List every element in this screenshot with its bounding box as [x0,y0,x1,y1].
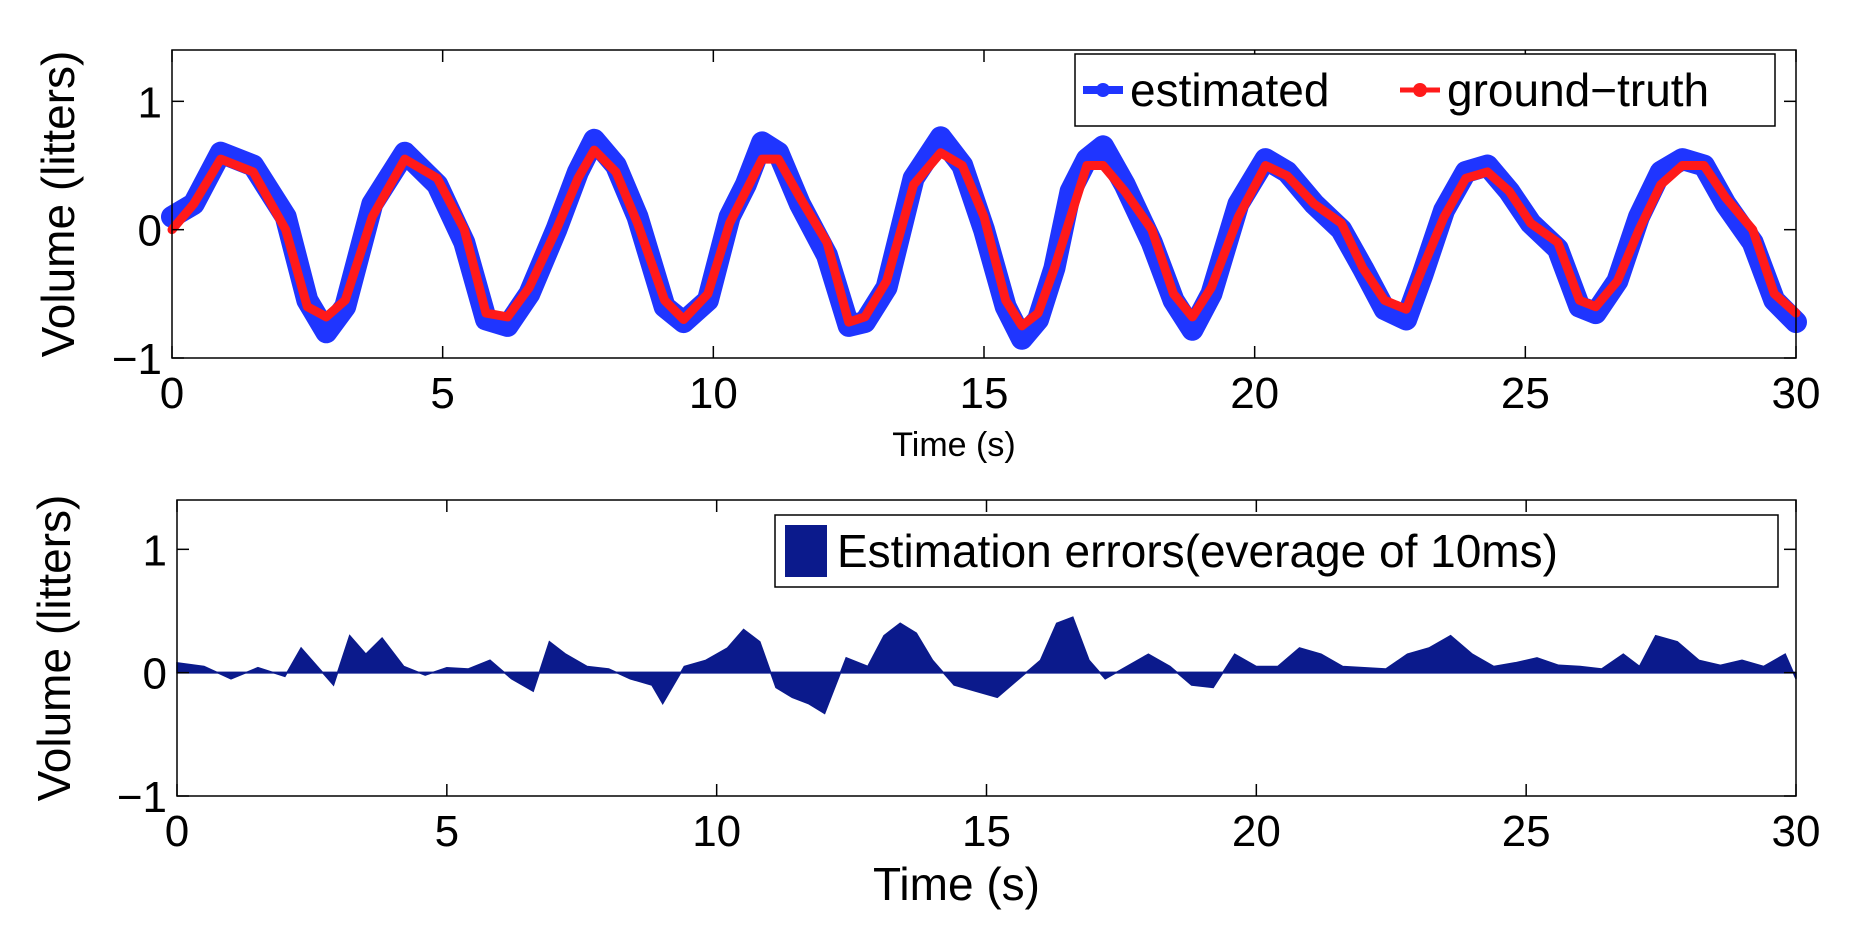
error-y-tick-label: −1 [117,773,167,822]
error-legend: Estimation errors(everage of 10ms) [774,514,1779,588]
error-x-tick-label: 30 [1772,807,1821,856]
volume-x-tick-label: 10 [689,369,738,418]
volume-x-tick-label: 15 [960,369,1009,418]
legend-swatch-errors [785,525,827,577]
volume-y-tick-label: −1 [112,335,162,384]
error-y-axis-label: Volume (litters) [28,495,80,802]
ground-truth-series-line [167,145,1801,331]
legend-label-ground-truth: ground−truth [1447,64,1709,116]
volume-x-tick-label: 25 [1501,369,1550,418]
volume-y-tick-label: 1 [138,78,162,127]
volume-legend-box [1074,53,1776,127]
error-x-tick-label: 10 [692,807,741,856]
volume-legend: estimated ground−truth [1074,53,1776,127]
volume-x-tick-label: 30 [1772,369,1821,418]
legend-marker-estimated [1096,83,1110,97]
volume-x-tick-label: 20 [1230,369,1279,418]
error-series-area [176,616,1797,715]
volume-y-tick-label: 0 [138,207,162,256]
volume-x-axis-label: Time (s) [892,426,1015,464]
error-y-tick-label: 0 [143,650,167,699]
error-x-tick-label: 0 [165,807,189,856]
volume-x-tick-label: 0 [160,369,184,418]
volume-y-axis-label: Volume (litters) [32,51,84,358]
error-x-tick-label: 20 [1232,807,1281,856]
error-x-tick-label: 15 [962,807,1011,856]
error-legend-box [774,514,1779,588]
legend-label-errors: Estimation errors(everage of 10ms) [837,525,1558,577]
error-x-tick-label: 25 [1502,807,1551,856]
legend-marker-ground-truth [1413,83,1427,97]
error-y-tick-label: 1 [143,526,167,575]
legend-label-estimated: estimated [1130,64,1329,116]
error-x-axis-label: Time (s) [873,858,1040,910]
error-x-tick-label: 5 [435,807,459,856]
volume-x-tick-label: 5 [430,369,454,418]
